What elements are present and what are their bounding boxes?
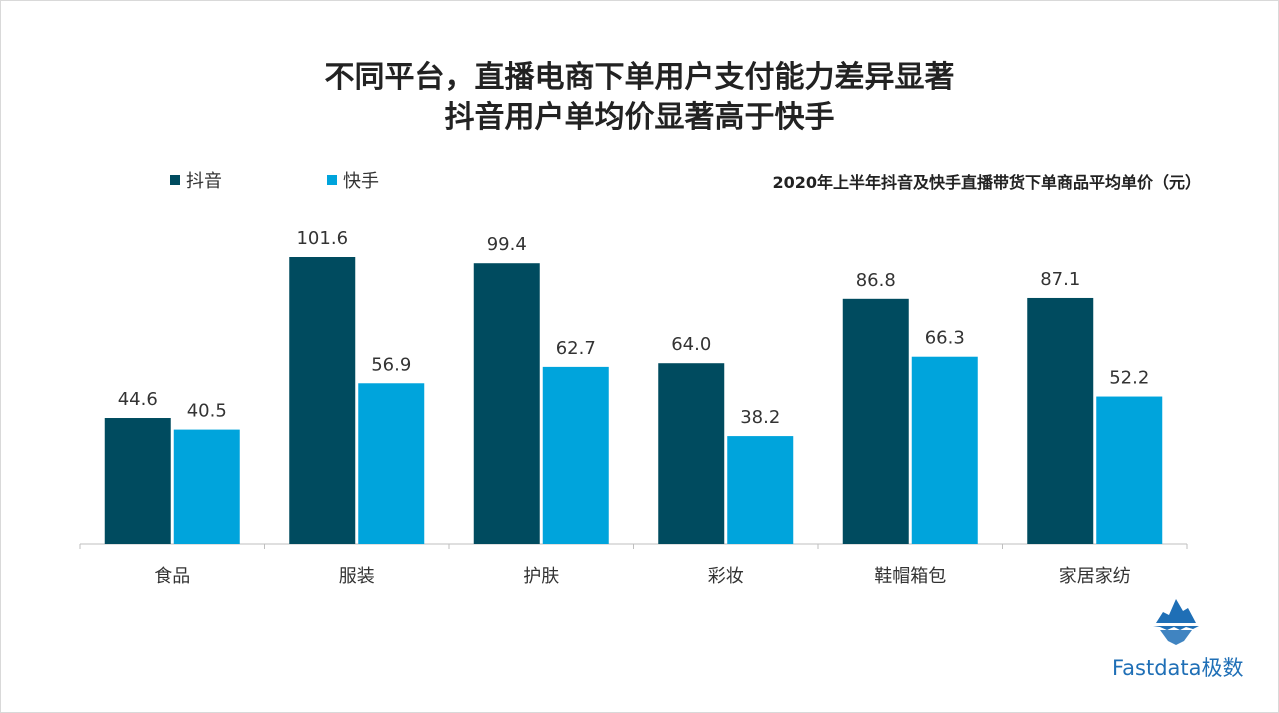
data-label: 38.2 [740, 407, 780, 428]
legend-label-kuaishou: 快手 [343, 171, 379, 192]
bar-douyin [658, 363, 725, 544]
chart-title-line1: 不同平台，直播电商下单用户支付能力差异显著 [324, 60, 955, 95]
bar-douyin [1027, 297, 1094, 544]
bar-douyin [842, 298, 909, 544]
bar-kuaishou [1096, 396, 1163, 544]
bar-kuaishou [358, 383, 425, 544]
data-label: 56.9 [371, 354, 411, 375]
legend-label-douyin: 抖音 [186, 171, 222, 192]
bar-kuaishou [727, 436, 794, 544]
bar-kuaishou [542, 366, 609, 544]
chart-title-line2: 抖音用户单均价显著高于快手 [444, 100, 835, 135]
data-label: 99.4 [487, 234, 527, 255]
data-label: 44.6 [118, 389, 158, 410]
x-tick-label: 食品 [154, 566, 190, 587]
bar-kuaishou [173, 429, 240, 544]
data-label: 40.5 [187, 401, 227, 422]
x-tick-label: 家居家纺 [1059, 566, 1131, 587]
data-label: 101.6 [296, 228, 348, 249]
iceberg-logo-icon [1150, 597, 1202, 651]
data-label: 86.8 [856, 270, 896, 291]
legend-swatch-douyin [170, 175, 180, 185]
legend-item-kuaishou: 快手 [327, 167, 379, 193]
legend-item-douyin: 抖音 [170, 167, 222, 193]
bar-douyin [289, 257, 356, 544]
x-tick-label: 护肤 [523, 566, 559, 587]
x-tick-label: 彩妆 [708, 566, 744, 587]
legend-swatch-kuaishou [327, 175, 337, 185]
data-label: 62.7 [556, 338, 596, 359]
bar-douyin [104, 418, 171, 544]
data-label: 52.2 [1109, 368, 1149, 389]
data-label: 87.1 [1040, 269, 1080, 290]
bar-douyin [473, 263, 540, 544]
data-label: 64.0 [671, 334, 711, 355]
data-label: 66.3 [925, 328, 965, 349]
x-tick-label: 鞋帽箱包 [874, 566, 946, 587]
bar-kuaishou [911, 356, 978, 544]
x-tick-label: 服装 [339, 566, 375, 587]
brand-name: Fastdata极数 [1112, 656, 1244, 680]
chart-subtitle: 2020年上半年抖音及快手直播带货下单商品平均单价（元） [772, 173, 1201, 192]
